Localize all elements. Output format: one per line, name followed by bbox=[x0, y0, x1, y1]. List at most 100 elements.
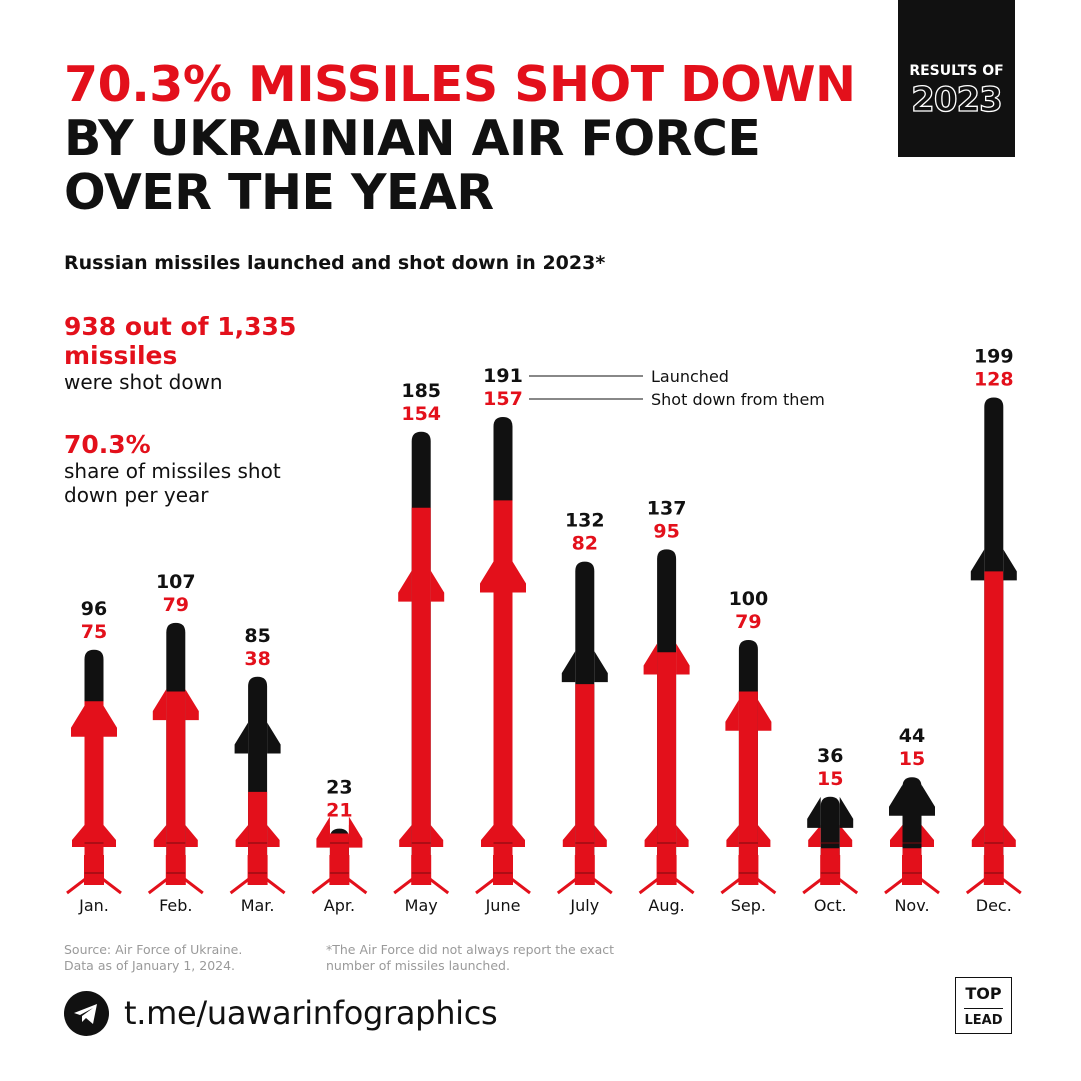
missile-nozzle bbox=[165, 855, 186, 885]
missile-segment-lines bbox=[248, 842, 268, 874]
missile-tail-fins bbox=[808, 825, 853, 847]
launched-label: 137 bbox=[647, 497, 687, 519]
launched-label: 132 bbox=[565, 510, 605, 532]
source-note: Source: Air Force of Ukraine. Data as of… bbox=[64, 942, 242, 974]
source-line-1: Source: Air Force of Ukraine. bbox=[64, 942, 243, 957]
missile-wings bbox=[807, 796, 854, 828]
shot-down-bar bbox=[166, 691, 186, 855]
missile-segment-lines bbox=[820, 842, 840, 874]
shot-down-label: 79 bbox=[735, 611, 761, 633]
shot-down-bar bbox=[984, 571, 1004, 855]
missile-tail-fins bbox=[644, 825, 689, 847]
logo-top: TOP bbox=[965, 984, 1002, 1003]
badge-label: RESULTS OF bbox=[909, 63, 1004, 79]
page-title: 70.3% MISSILES SHOT DOWN BY UKRAINIAN AI… bbox=[64, 58, 894, 220]
telegram-link[interactable]: t.me/uawarinfographics bbox=[124, 994, 498, 1032]
missile-segment-lines bbox=[984, 842, 1004, 874]
missile-wings bbox=[316, 816, 363, 848]
missile-segment-lines bbox=[329, 842, 349, 874]
missile-nozzle bbox=[329, 855, 350, 885]
share-stat-caption: share of missiles shot down per year bbox=[64, 459, 281, 507]
missile-tail-fins bbox=[562, 825, 607, 847]
month-label: Sep. bbox=[731, 896, 766, 915]
missile-wings bbox=[71, 705, 117, 737]
month-label: Apr. bbox=[324, 896, 355, 915]
missile-wings bbox=[889, 784, 935, 816]
missile-tail-fins bbox=[890, 825, 934, 847]
source-line-2: Data as of January 1, 2024. bbox=[64, 958, 236, 973]
telegram-icon[interactable] bbox=[64, 991, 109, 1036]
missile-wings bbox=[561, 651, 608, 683]
asterisk-note: *The Air Force did not always report the… bbox=[326, 942, 614, 974]
shot-down-bar bbox=[575, 684, 595, 855]
missile-tail-fins bbox=[399, 825, 444, 847]
missile-wings bbox=[725, 699, 772, 731]
missile-wings bbox=[398, 570, 445, 602]
note-line-2: number of missiles launched. bbox=[326, 958, 510, 973]
shot-down-bar bbox=[738, 691, 758, 855]
legend-launched: Launched bbox=[651, 367, 729, 386]
launched-label: 44 bbox=[899, 725, 925, 747]
launched-bar bbox=[902, 777, 922, 855]
shot-down-label: 157 bbox=[483, 388, 523, 410]
missile-wings bbox=[152, 689, 199, 721]
shot-down-bar bbox=[248, 791, 268, 855]
missile-wings bbox=[234, 722, 281, 754]
shot-down-label: 154 bbox=[401, 403, 441, 425]
missile-segment-lines bbox=[657, 842, 677, 874]
launched-label: 185 bbox=[401, 380, 441, 402]
shot-down-label: 75 bbox=[81, 621, 107, 643]
month-label: Nov. bbox=[894, 896, 929, 915]
month-label: June bbox=[485, 896, 521, 915]
missile-tail-fins bbox=[481, 825, 525, 847]
shot-down-label: 128 bbox=[974, 368, 1014, 390]
missile-wings bbox=[480, 561, 526, 593]
shot-down-label: 15 bbox=[899, 748, 925, 770]
shot-down-label: 21 bbox=[326, 800, 352, 822]
missile-segment-lines bbox=[575, 842, 595, 874]
legend-shot-down: Shot down from them bbox=[651, 390, 825, 409]
shot-down-label: 82 bbox=[572, 533, 598, 555]
month-label: Aug. bbox=[648, 896, 684, 915]
shot-down-label: 79 bbox=[163, 594, 189, 616]
missile-nozzle bbox=[656, 855, 677, 885]
total-stat: 938 out of 1,335 missiles were shot down bbox=[64, 312, 304, 394]
total-stat-value: 938 out of 1,335 missiles bbox=[64, 312, 297, 370]
missile-nozzle bbox=[574, 855, 595, 885]
launched-label: 191 bbox=[483, 365, 523, 387]
title-rest: BY UKRAINIAN AIR FORCE OVER THE YEAR bbox=[64, 110, 761, 221]
shot-down-bar bbox=[820, 848, 840, 855]
launched-label: 199 bbox=[974, 345, 1014, 367]
shot-down-label: 95 bbox=[653, 520, 679, 542]
missile-nozzle bbox=[411, 855, 432, 885]
note-line-1: *The Air Force did not always report the… bbox=[326, 942, 615, 957]
chart-subtitle: Russian missiles launched and shot down … bbox=[64, 252, 606, 274]
shot-down-label: 15 bbox=[817, 768, 843, 790]
logo-divider bbox=[964, 1008, 1003, 1009]
launched-label: 85 bbox=[244, 625, 270, 647]
total-stat-caption: were shot down bbox=[64, 370, 223, 394]
launched-label: 96 bbox=[81, 598, 107, 620]
missile-tail-fins bbox=[153, 825, 198, 847]
missile-wings bbox=[970, 549, 1017, 581]
missile-segment-lines bbox=[493, 842, 513, 874]
missile-nozzle bbox=[493, 855, 513, 885]
top-lead-logo: TOP LEAD bbox=[955, 977, 1012, 1034]
logo-bottom: LEAD bbox=[964, 1013, 1003, 1028]
missile-chart: 9675Jan.10779Feb.8538Mar.2321Apr.185154M… bbox=[66, 345, 1022, 915]
month-label: July bbox=[569, 896, 599, 915]
missile-tail-fins bbox=[72, 825, 116, 847]
missile-nozzle bbox=[84, 855, 104, 885]
month-label: May bbox=[405, 896, 438, 915]
launched-label: 100 bbox=[729, 588, 769, 610]
missile-tail-fins bbox=[971, 825, 1016, 847]
